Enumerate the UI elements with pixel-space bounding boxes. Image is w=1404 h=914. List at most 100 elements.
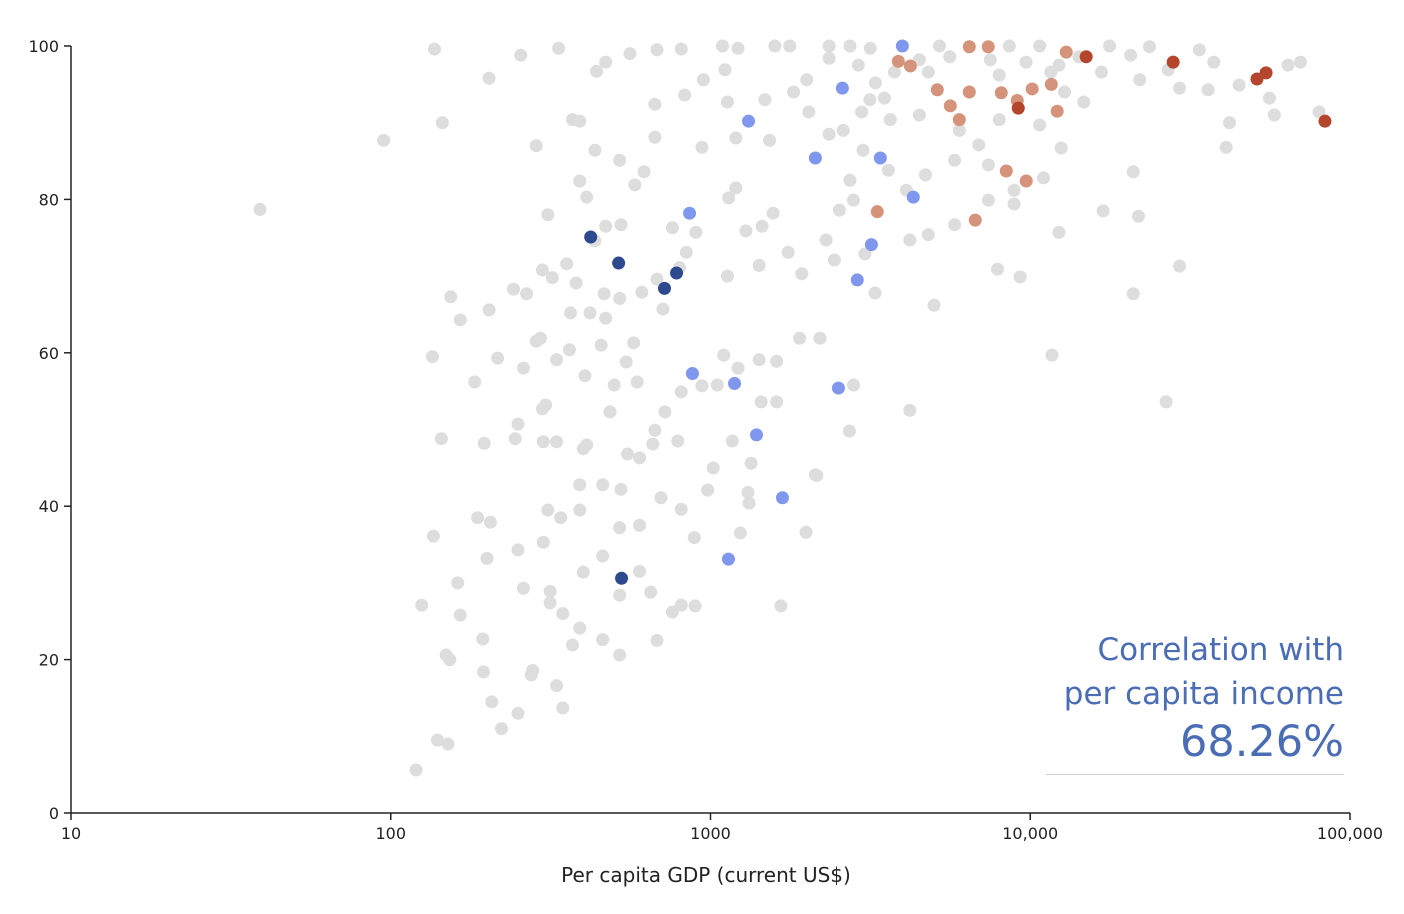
- data-point: [930, 83, 944, 97]
- data-point: [1173, 259, 1187, 273]
- data-point: [516, 581, 530, 595]
- data-point: [731, 361, 745, 375]
- correlation-annotation: Correlation with per capita income 68.26…: [1046, 628, 1344, 775]
- data-point: [1192, 43, 1206, 57]
- data-point: [822, 39, 836, 53]
- data-point: [485, 695, 499, 709]
- data-point: [1250, 72, 1264, 86]
- data-point: [535, 263, 549, 277]
- data-point: [1126, 165, 1140, 179]
- data-point: [822, 127, 836, 141]
- data-point: [992, 113, 1006, 127]
- data-point: [1058, 85, 1072, 99]
- data-point: [720, 95, 734, 109]
- data-point: [787, 85, 801, 99]
- data-point: [1267, 108, 1281, 122]
- data-point: [795, 267, 809, 281]
- data-point: [943, 99, 957, 113]
- data-point: [1207, 55, 1221, 69]
- x-tick-label: 100,000: [1317, 824, 1383, 843]
- data-point: [863, 93, 877, 107]
- data-point: [451, 576, 465, 590]
- data-point: [783, 39, 797, 53]
- data-point: [768, 39, 782, 53]
- data-point: [588, 143, 602, 157]
- data-point: [679, 245, 693, 259]
- data-point: [948, 153, 962, 167]
- data-point: [543, 584, 557, 598]
- data-point: [494, 722, 508, 736]
- data-point: [607, 378, 621, 392]
- data-point: [491, 351, 505, 365]
- data-point: [827, 253, 841, 267]
- data-point: [596, 478, 610, 492]
- data-point: [729, 131, 743, 145]
- data-point: [1013, 270, 1027, 284]
- data-point: [430, 733, 444, 747]
- data-point: [887, 65, 901, 79]
- data-point: [770, 354, 784, 368]
- data-point: [613, 291, 627, 305]
- data-point: [476, 632, 490, 646]
- data-point: [972, 138, 986, 152]
- data-point: [948, 218, 962, 232]
- data-point: [482, 71, 496, 85]
- data-point: [695, 140, 709, 154]
- data-point: [1293, 55, 1307, 69]
- data-point: [687, 531, 701, 545]
- data-point: [744, 456, 758, 470]
- data-point: [1173, 81, 1187, 95]
- data-point: [554, 511, 568, 525]
- data-point: [994, 86, 1008, 100]
- data-point: [881, 163, 895, 177]
- data-point: [999, 164, 1013, 178]
- data-point: [511, 706, 525, 720]
- data-point: [648, 97, 662, 111]
- data-point: [1131, 209, 1145, 223]
- data-point: [822, 51, 836, 65]
- data-point: [1096, 204, 1110, 218]
- data-point: [770, 395, 784, 409]
- data-point: [573, 621, 587, 635]
- data-point: [1052, 58, 1066, 72]
- data-point: [835, 81, 849, 95]
- data-point: [685, 367, 699, 381]
- data-point: [1059, 45, 1073, 59]
- data-point: [665, 605, 679, 619]
- data-point: [377, 133, 391, 147]
- data-point: [529, 139, 543, 153]
- data-point: [1126, 287, 1140, 301]
- annotation-line-2: per capita income: [1063, 676, 1344, 712]
- data-point: [1281, 58, 1295, 72]
- data-point: [596, 633, 610, 647]
- data-point: [1124, 48, 1138, 62]
- data-point: [981, 158, 995, 172]
- data-point: [968, 213, 982, 227]
- annotation-line-1: Correlation with: [1097, 632, 1344, 668]
- data-point: [851, 58, 865, 72]
- data-point: [614, 218, 628, 232]
- data-point: [573, 174, 587, 188]
- data-point: [728, 376, 742, 390]
- data-point: [1036, 171, 1050, 185]
- data-point: [511, 417, 525, 431]
- y-tick-label: 80: [39, 190, 59, 209]
- data-point: [715, 39, 729, 53]
- data-point: [656, 302, 670, 316]
- data-point: [516, 361, 530, 375]
- data-point: [781, 245, 795, 259]
- data-point: [1079, 50, 1093, 64]
- data-point: [444, 290, 458, 304]
- data-point: [514, 48, 528, 62]
- data-point: [650, 272, 664, 286]
- data-point: [637, 165, 651, 179]
- data-point: [858, 247, 872, 261]
- data-point: [650, 633, 664, 647]
- data-point: [483, 515, 497, 529]
- data-point: [1033, 118, 1047, 132]
- data-point: [895, 39, 909, 53]
- data-point: [441, 737, 455, 751]
- data-point: [793, 331, 807, 345]
- data-point: [943, 50, 957, 64]
- x-tick-label: 10: [61, 824, 81, 843]
